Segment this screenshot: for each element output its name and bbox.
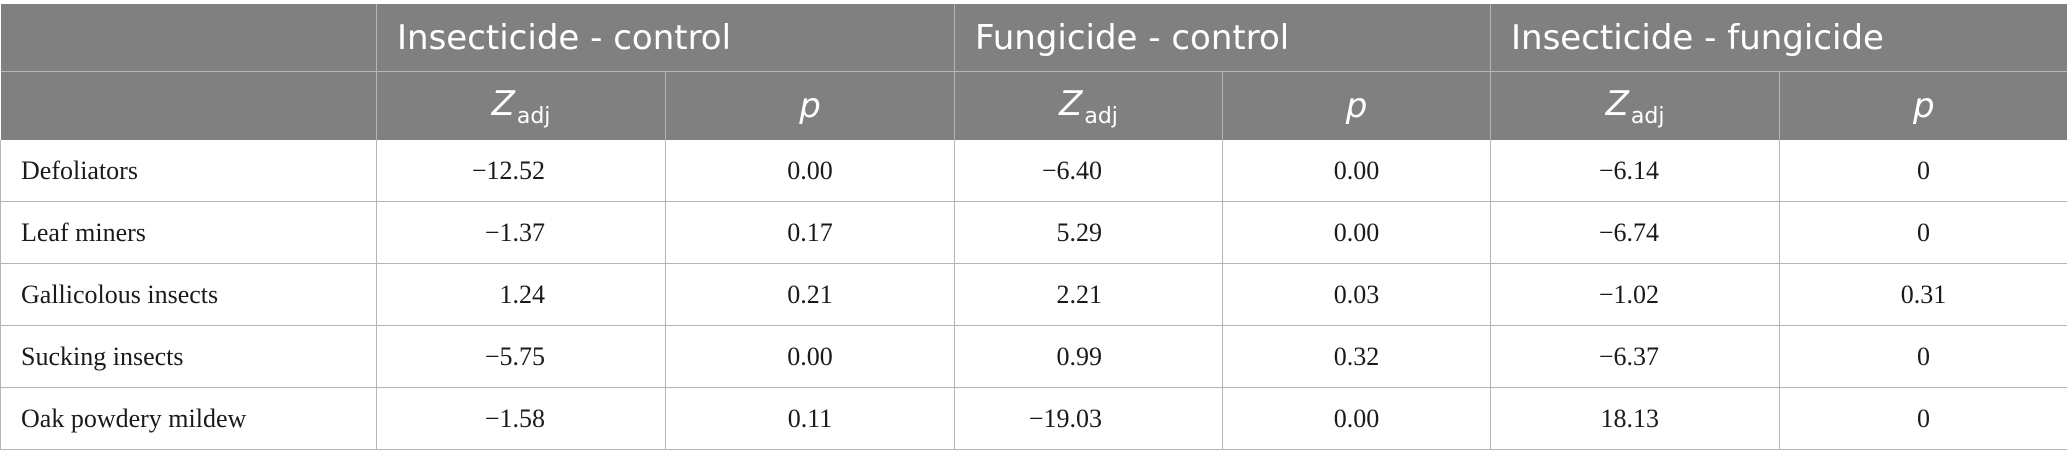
table-row: Defoliators −12.52 0.00 −6.40 0.00 −6.14… — [0, 140, 2067, 202]
group-header-fungicide-control: Fungicide - control — [954, 4, 1492, 72]
cell-p-fungicide-control: 0.32 — [1222, 325, 1492, 388]
row-label: Leaf miners — [0, 201, 377, 264]
z-symbol: Z — [491, 83, 515, 124]
cell-p-insecticide-control: 0.17 — [665, 201, 955, 264]
cell-z-fungicide-control: −19.03 — [954, 387, 1223, 450]
table-header: Insecticide - control Fungicide - contro… — [0, 4, 2067, 140]
col-header-z-adj: Zadj — [954, 71, 1223, 140]
col-header-p: p — [665, 71, 955, 140]
cell-p-fungicide-control: 0.00 — [1222, 387, 1492, 450]
cell-p-insecticide-fungicide: 0 — [1779, 201, 2067, 264]
col-header-z-adj: Zadj — [376, 71, 666, 140]
table-row: Sucking insects −5.75 0.00 0.99 0.32 −6.… — [0, 325, 2067, 388]
row-label: Defoliators — [0, 140, 377, 202]
cell-z-insecticide-fungicide: 18.13 — [1490, 387, 1781, 450]
cell-z-insecticide-control: 1.24 — [376, 263, 666, 326]
results-table-container: Insecticide - control Fungicide - contro… — [0, 4, 2067, 450]
cell-z-insecticide-control: −1.37 — [376, 201, 666, 264]
col-header-p: p — [1779, 71, 2067, 140]
header-corner-cell — [0, 4, 377, 72]
cell-p-insecticide-fungicide: 0 — [1779, 140, 2067, 202]
cell-z-fungicide-control: −6.40 — [954, 140, 1223, 202]
header-group-row: Insecticide - control Fungicide - contro… — [0, 4, 2067, 72]
table-row: Leaf miners −1.37 0.17 5.29 0.00 −6.74 0 — [0, 201, 2067, 264]
header-corner-cell-sub — [0, 71, 377, 140]
z-subscript: adj — [516, 103, 551, 129]
cell-p-insecticide-control: 0.00 — [665, 325, 955, 388]
z-subscript: adj — [1084, 103, 1118, 129]
cell-z-insecticide-fungicide: −1.02 — [1490, 263, 1781, 326]
cell-p-insecticide-fungicide: 0 — [1779, 325, 2067, 388]
table-row: Oak powdery mildew −1.58 0.11 −19.03 0.0… — [0, 387, 2067, 450]
cell-z-insecticide-fungicide: −6.74 — [1490, 201, 1781, 264]
col-header-z-adj: Zadj — [1490, 71, 1781, 140]
group-header-insecticide-fungicide: Insecticide - fungicide — [1490, 4, 2067, 72]
cell-p-fungicide-control: 0.03 — [1222, 263, 1492, 326]
table-row: Gallicolous insects 1.24 0.21 2.21 0.03 … — [0, 263, 2067, 326]
header-sub-row: Zadj p Zadj p Zadj p — [0, 71, 2067, 140]
row-label: Oak powdery mildew — [0, 387, 377, 450]
cell-z-insecticide-fungicide: −6.14 — [1490, 140, 1781, 202]
cell-z-insecticide-control: −12.52 — [376, 140, 666, 202]
results-table: Insecticide - control Fungicide - contro… — [0, 4, 2067, 450]
cell-p-insecticide-fungicide: 0.31 — [1779, 263, 2067, 326]
cell-p-insecticide-fungicide: 0 — [1779, 387, 2067, 450]
cell-z-fungicide-control: 0.99 — [954, 325, 1223, 388]
cell-p-insecticide-control: 0.21 — [665, 263, 955, 326]
row-label: Sucking insects — [0, 325, 377, 388]
cell-z-fungicide-control: 5.29 — [954, 201, 1223, 264]
row-label: Gallicolous insects — [0, 263, 377, 326]
cell-z-insecticide-control: −5.75 — [376, 325, 666, 388]
cell-z-fungicide-control: 2.21 — [954, 263, 1223, 326]
cell-p-insecticide-control: 0.11 — [665, 387, 955, 450]
cell-p-fungicide-control: 0.00 — [1222, 201, 1492, 264]
z-symbol: Z — [1059, 83, 1083, 124]
cell-p-fungicide-control: 0.00 — [1222, 140, 1492, 202]
cell-z-insecticide-control: −1.58 — [376, 387, 666, 450]
z-symbol: Z — [1605, 83, 1629, 124]
cell-z-insecticide-fungicide: −6.37 — [1490, 325, 1781, 388]
table-body: Defoliators −12.52 0.00 −6.40 0.00 −6.14… — [0, 140, 2067, 450]
cell-p-insecticide-control: 0.00 — [665, 140, 955, 202]
group-header-insecticide-control: Insecticide - control — [376, 4, 955, 72]
col-header-p: p — [1222, 71, 1492, 140]
z-subscript: adj — [1630, 103, 1665, 129]
